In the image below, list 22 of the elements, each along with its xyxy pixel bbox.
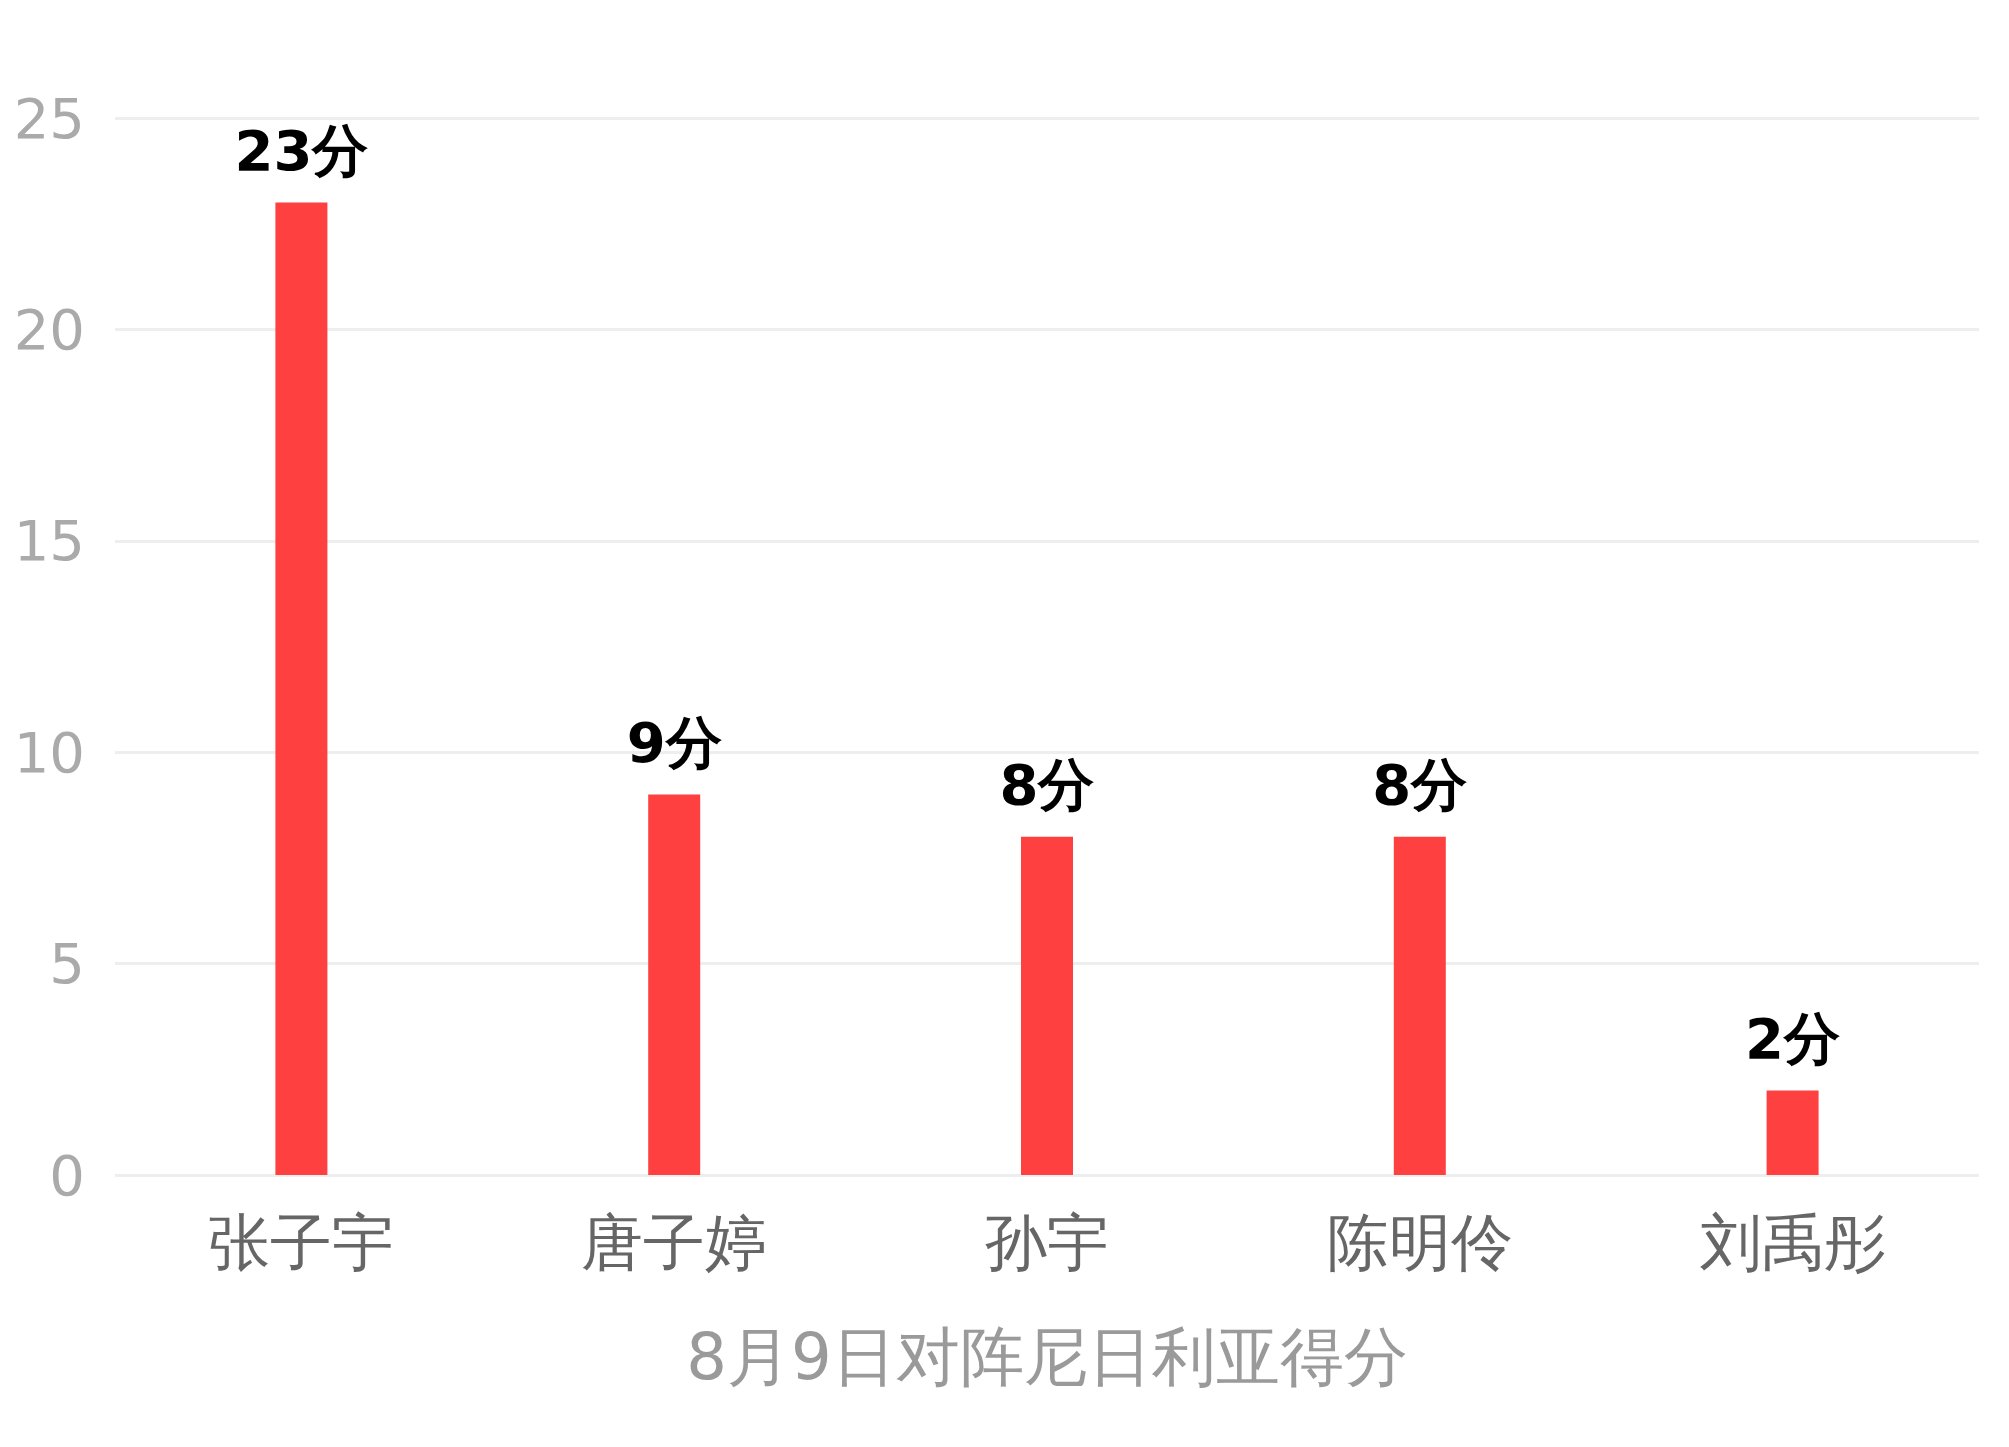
bar <box>1766 1090 1819 1175</box>
x-tick-label: 唐子婷 <box>581 1205 768 1279</box>
data-label: 8分 <box>999 752 1095 818</box>
bar <box>1021 836 1073 1175</box>
x-tick-label: 刘禹彤 <box>1699 1205 1886 1279</box>
data-label: 8分 <box>1372 752 1468 818</box>
y-tick-label: 5 <box>49 931 85 997</box>
y-tick-label: 10 <box>13 719 85 785</box>
data-label: 23分 <box>234 118 369 184</box>
data-label: 9分 <box>626 709 722 775</box>
x-tick-label: 孙宇 <box>985 1205 1109 1279</box>
x-tick-label: 张子宇 <box>208 1205 395 1279</box>
y-tick-label: 20 <box>13 296 85 362</box>
bar <box>275 202 328 1175</box>
data-label: 2分 <box>1745 1005 1841 1071</box>
y-tick-label: 15 <box>13 508 85 574</box>
x-tick-label: 陈明伶 <box>1326 1205 1513 1279</box>
y-tick-label: 0 <box>49 1142 85 1208</box>
bar <box>1393 836 1446 1175</box>
y-tick-label: 25 <box>13 85 85 151</box>
bar <box>648 794 701 1175</box>
x-axis-title: 8月9日对阵尼日利亚得分 <box>686 1320 1408 1394</box>
